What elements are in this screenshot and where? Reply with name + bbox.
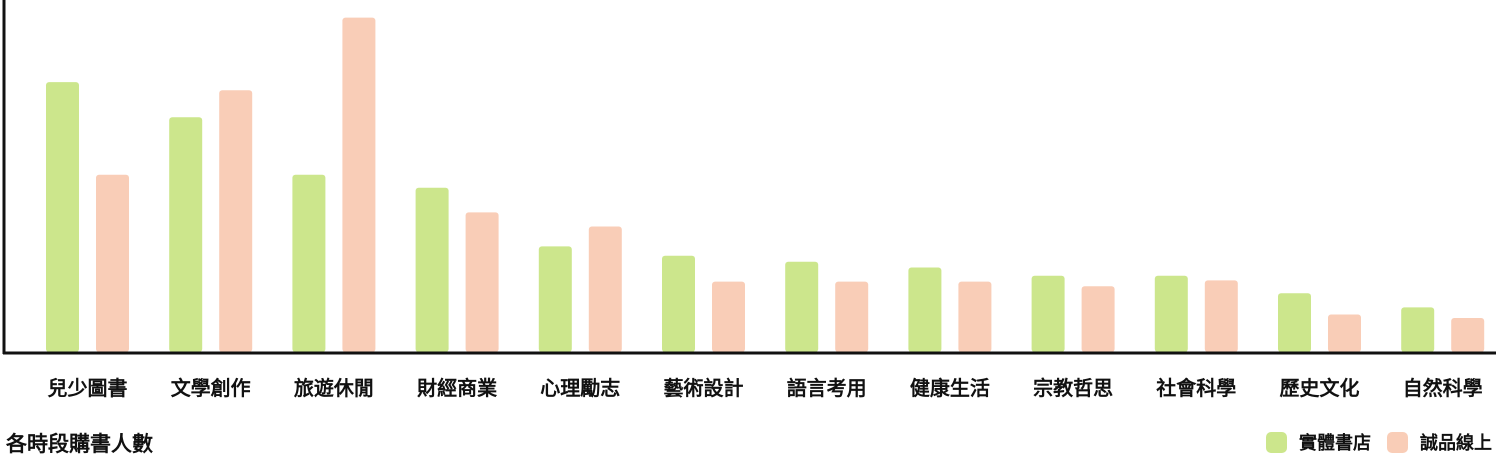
category-label-2: 文學創作 xyxy=(171,376,251,400)
category-label-1: 兒少圖書 xyxy=(48,376,128,400)
category-label-6: 藝術設計 xyxy=(664,376,744,400)
bar-series-2-10 xyxy=(1204,280,1238,352)
bar-series-1-4 xyxy=(415,187,449,352)
bar-series-1-6 xyxy=(662,255,695,352)
legend-item-series-1: 實體書店 xyxy=(1266,429,1371,455)
category-label-4: 財經商業 xyxy=(417,376,498,400)
bar-series-1-11 xyxy=(1278,293,1311,352)
bar-series-1-10 xyxy=(1154,275,1188,352)
bar-series-1-2 xyxy=(169,117,203,352)
bar-series-2-11 xyxy=(1328,314,1361,352)
bar-series-1-7 xyxy=(785,261,819,352)
bar-series-2-4 xyxy=(465,212,499,352)
legend-item-series-2: 誠品線上 xyxy=(1387,429,1492,455)
bar-series-1-1 xyxy=(46,82,79,352)
bar-series-2-2 xyxy=(219,90,253,353)
legend-swatch-series-2 xyxy=(1387,431,1408,453)
bar-series-2-3 xyxy=(342,17,376,352)
legend-label-series-2: 誠品線上 xyxy=(1420,433,1492,454)
category-label-7: 語言考用 xyxy=(787,376,867,400)
bar-series-1-12 xyxy=(1401,307,1435,352)
chart-title: 各時段購書人數 xyxy=(6,432,153,456)
bar-series-2-9 xyxy=(1081,286,1115,352)
category-label-12: 自然科學 xyxy=(1403,376,1483,400)
category-label-8: 健康生活 xyxy=(910,376,990,400)
legend-label-series-1: 實體書店 xyxy=(1299,433,1371,454)
bar-series-2-8 xyxy=(958,281,992,352)
bar-series-2-6 xyxy=(712,281,745,352)
category-label-11: 歷史文化 xyxy=(1280,376,1360,400)
category-label-10: 社會科學 xyxy=(1155,376,1236,400)
bar-series-1-5 xyxy=(538,246,572,352)
bars-layer xyxy=(46,17,1485,353)
bar-series-2-1 xyxy=(96,174,129,352)
bar-series-1-8 xyxy=(908,267,942,352)
bar-series-1-9 xyxy=(1031,275,1065,352)
category-label-5: 心理勵志 xyxy=(540,376,620,400)
bar-series-2-7 xyxy=(835,281,869,352)
bar-series-2-12 xyxy=(1451,318,1485,352)
bar-series-1-3 xyxy=(292,174,326,352)
category-label-3: 旅遊休閒 xyxy=(294,376,374,400)
category-labels: 兒少圖書 文學創作 旅遊休閒 財經商業 心理勵志 藝術設計 語言考用 健康生活 宗教哲思 社會科學… xyxy=(48,376,1483,400)
bar-series-2-5 xyxy=(588,226,622,352)
legend-swatch-series-1 xyxy=(1266,431,1287,453)
legend: 實體書店 誠品線上 xyxy=(1266,429,1492,455)
category-label-9: 宗教哲思 xyxy=(1033,376,1113,400)
